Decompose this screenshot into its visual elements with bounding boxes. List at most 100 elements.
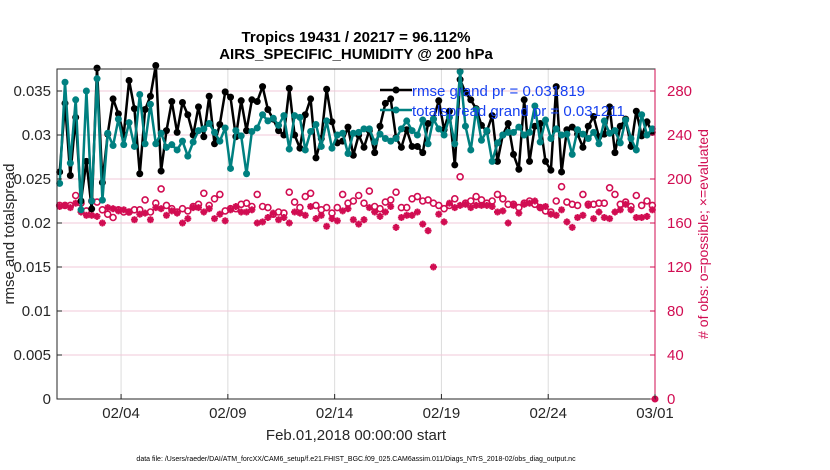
totalspread-point	[243, 170, 251, 178]
rmse-point	[211, 140, 219, 148]
totalspread-point	[339, 129, 347, 137]
totalspread-point	[429, 115, 437, 123]
rmse-point	[285, 84, 293, 92]
legend-label-rmse: rmse grand pr = 0.031819	[412, 83, 585, 100]
y-tick-label: 0	[43, 391, 51, 408]
obs-evaluated-point	[162, 211, 170, 219]
obs-evaluated-point	[136, 210, 144, 218]
rmse-point	[467, 96, 475, 104]
rmse-point	[558, 168, 566, 176]
y-axis-right-label: # of obs: o=possible; ×=evaluated	[695, 129, 711, 339]
totalspread-point	[381, 135, 389, 143]
totalspread-point	[109, 142, 117, 150]
y-right-tick-label: 280	[667, 83, 692, 100]
totalspread-point	[542, 116, 550, 124]
x-tick-label: 02/14	[316, 405, 354, 422]
totalspread-point	[125, 119, 133, 127]
totalspread-point	[392, 135, 400, 143]
rmse-point	[109, 95, 117, 103]
totalspread-point	[285, 145, 293, 153]
totalspread-point	[435, 125, 443, 133]
totalspread-point	[461, 122, 469, 130]
obs-evaluated-point	[483, 201, 491, 209]
rmse-point	[194, 103, 202, 111]
y-tick-label: 0.035	[13, 83, 51, 100]
rmse-point	[275, 127, 283, 135]
obs-evaluated-point	[264, 214, 272, 221]
obs-evaluated-point	[349, 216, 357, 224]
obs-evaluated-point	[638, 214, 646, 221]
rmse-point	[301, 111, 309, 119]
totalspread-point	[72, 96, 80, 104]
obs-possible-point	[376, 204, 384, 213]
rmse-point	[88, 205, 96, 213]
rmse-point	[520, 96, 528, 104]
obs-possible-point	[71, 191, 80, 200]
rmse-point	[157, 167, 165, 175]
obs-possible-point	[600, 199, 609, 207]
obs-possible-point	[450, 195, 459, 203]
totalspread-point	[648, 125, 656, 133]
rmse-point	[371, 149, 379, 157]
totalspread-point	[120, 141, 128, 149]
totalspread-point	[227, 164, 235, 172]
totalspread-point	[595, 140, 603, 148]
obs-evaluated-point	[387, 203, 395, 210]
obs-evaluated-point	[141, 209, 149, 217]
obs-evaluated-point	[531, 197, 539, 205]
totalspread-point	[526, 128, 534, 136]
obs-evaluated-point	[440, 218, 448, 226]
obs-possible-point	[333, 203, 342, 212]
totalspread-point	[291, 112, 299, 120]
rmse-point	[221, 88, 229, 96]
rmse-point	[125, 76, 133, 84]
rmse-point	[403, 126, 411, 134]
obs-evaluated-point	[627, 206, 635, 214]
obs-possible-point	[349, 197, 358, 205]
obs-evaluated-point	[125, 208, 133, 216]
totalspread-point	[269, 114, 277, 122]
obs-evaluated-point	[547, 210, 555, 218]
totalspread-point	[536, 138, 544, 146]
totalspread-point	[355, 128, 363, 136]
obs-evaluated-point	[456, 201, 464, 209]
totalspread-point	[104, 129, 112, 137]
obs-possible-point	[386, 196, 395, 204]
obs-evaluated-point	[392, 223, 400, 231]
obs-evaluated-point	[227, 206, 235, 214]
rmse-point	[216, 120, 224, 128]
y-tick-label: 0.005	[13, 347, 51, 364]
totalspread-point	[248, 127, 256, 135]
obs-evaluated-point	[205, 205, 213, 213]
rmse-point	[130, 105, 138, 113]
rmse-point	[264, 105, 272, 113]
obs-possible-point	[493, 190, 502, 199]
totalspread-point	[114, 115, 122, 123]
totalspread-point	[141, 140, 149, 148]
y-tick-label: 0.02	[22, 215, 51, 232]
rmse-point	[344, 123, 352, 131]
rmse-point	[552, 83, 560, 91]
totalspread-point	[397, 125, 405, 133]
totalspread-point	[408, 127, 416, 135]
obs-evaluated-point	[157, 205, 165, 213]
obs-evaluated-point	[307, 203, 315, 210]
totalspread-point	[178, 137, 186, 145]
rmse-point	[413, 142, 421, 150]
obs-evaluated-point	[232, 203, 240, 210]
rmse-point	[397, 143, 405, 151]
totalspread-point	[376, 130, 384, 138]
obs-possible-point	[392, 188, 400, 196]
obs-evaluated-point	[93, 212, 101, 220]
obs-evaluated-point	[88, 211, 96, 219]
rmse-point	[82, 157, 90, 165]
obs-evaluated-point	[365, 204, 373, 212]
obs-evaluated-point	[173, 209, 181, 217]
rmse-point	[547, 166, 555, 174]
obs-evaluated-point	[114, 207, 122, 215]
rmse-point	[360, 143, 368, 151]
obs-evaluated-point	[248, 206, 256, 214]
totalspread-point	[146, 100, 154, 108]
totalspread-point	[184, 152, 192, 160]
rmse-point	[328, 118, 336, 126]
